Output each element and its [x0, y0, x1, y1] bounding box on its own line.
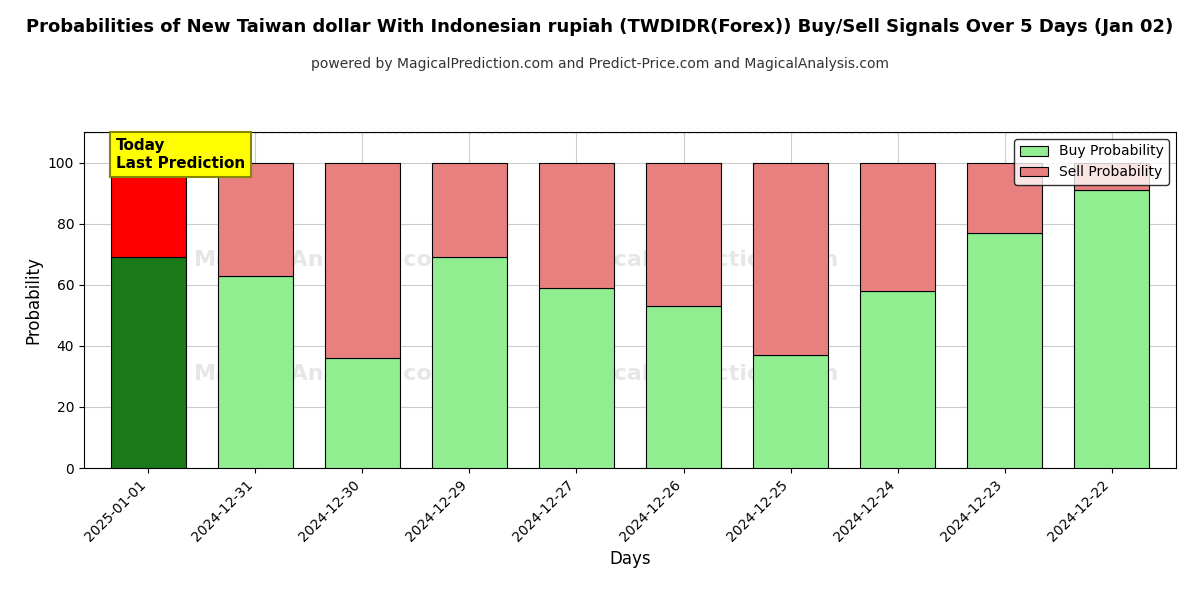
Bar: [1074, 163, 1150, 190]
Bar: [1074, 190, 1150, 468]
Bar: [860, 163, 935, 291]
Bar: [218, 275, 293, 468]
Bar: [646, 306, 721, 468]
X-axis label: Days: Days: [610, 550, 650, 568]
Bar: [967, 163, 1042, 233]
Bar: [110, 163, 186, 257]
Bar: [539, 163, 614, 288]
Text: powered by MagicalPrediction.com and Predict-Price.com and MagicalAnalysis.com: powered by MagicalPrediction.com and Pre…: [311, 57, 889, 71]
Bar: [432, 257, 506, 468]
Bar: [754, 355, 828, 468]
Bar: [432, 163, 506, 257]
Bar: [325, 163, 400, 358]
Legend: Buy Probability, Sell Probability: Buy Probability, Sell Probability: [1014, 139, 1169, 185]
Text: MagicalAnalysis.com: MagicalAnalysis.com: [193, 250, 455, 269]
Text: MagicalAnalysis.com: MagicalAnalysis.com: [193, 364, 455, 384]
Bar: [539, 288, 614, 468]
Bar: [860, 291, 935, 468]
Bar: [754, 163, 828, 355]
Text: Today
Last Prediction: Today Last Prediction: [116, 138, 245, 170]
Text: MagicalPrediction.com: MagicalPrediction.com: [553, 250, 839, 269]
Y-axis label: Probability: Probability: [24, 256, 42, 344]
Text: MagicalPrediction.com: MagicalPrediction.com: [553, 364, 839, 384]
Bar: [646, 163, 721, 306]
Bar: [967, 233, 1042, 468]
Bar: [110, 257, 186, 468]
Bar: [325, 358, 400, 468]
Bar: [218, 163, 293, 275]
Text: Probabilities of New Taiwan dollar With Indonesian rupiah (TWDIDR(Forex)) Buy/Se: Probabilities of New Taiwan dollar With …: [26, 18, 1174, 36]
